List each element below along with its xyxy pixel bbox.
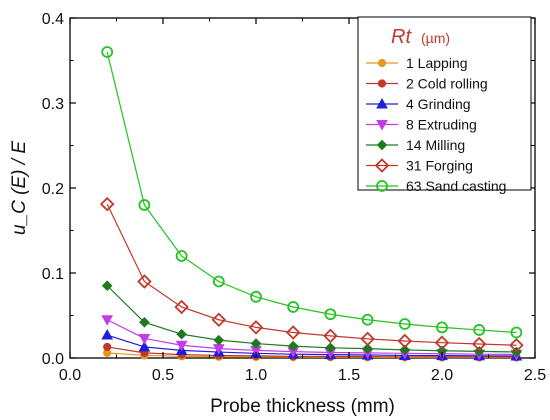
data-point (99, 196, 115, 212)
y-tick-label: 0.3 (42, 96, 64, 113)
data-point (137, 274, 152, 289)
x-tick-label: 0.5 (152, 367, 174, 384)
data-point (399, 344, 411, 356)
data-point (212, 275, 225, 288)
data-point (473, 346, 485, 357)
data-point (211, 312, 227, 328)
y-tick-label: 0.2 (42, 181, 64, 198)
series-2 (101, 329, 523, 361)
y-tick-label: 0.1 (42, 266, 64, 283)
x-tick-label: 2.5 (524, 367, 546, 384)
y-tick-label: 0.0 (42, 351, 64, 368)
y-tick-label: 0.4 (42, 11, 64, 28)
series-line (106, 51, 517, 334)
data-point (176, 328, 187, 340)
data-point (101, 315, 114, 326)
x-tick-label: 0.0 (59, 367, 81, 384)
data-point (138, 199, 151, 211)
x-tick-label: 1.0 (245, 367, 267, 384)
legend-marker (374, 158, 390, 173)
data-point (397, 333, 413, 349)
data-point (473, 324, 486, 336)
data-point (509, 337, 524, 353)
series-4 (101, 280, 522, 358)
series-3 (101, 315, 523, 361)
legend-marker (376, 97, 388, 109)
data-point (175, 340, 188, 352)
series-line (107, 334, 517, 357)
data-point (101, 46, 114, 58)
data-point (362, 343, 373, 354)
legend-label: 14 Milling (406, 137, 465, 153)
legend-item: 4 Grinding (366, 96, 471, 112)
data-point (436, 321, 448, 334)
series-5 (99, 196, 524, 353)
data-point (360, 331, 375, 347)
legend-item: 63 Sand casting (366, 178, 506, 194)
data-point (248, 320, 264, 335)
data-point (175, 250, 188, 262)
data-point (324, 308, 337, 321)
legend-marker (377, 58, 387, 68)
data-point (323, 328, 338, 344)
legend-marker (376, 120, 388, 131)
data-point (325, 342, 336, 354)
series-line (106, 319, 517, 356)
legend-item: 31 Forging (366, 158, 473, 174)
data-point (101, 280, 113, 292)
series-6 (101, 46, 523, 339)
legend-item: 8 Extruding (366, 117, 477, 133)
data-point (103, 342, 112, 352)
legend-label: 63 Sand casting (406, 178, 506, 194)
y-axis-title: u_C (E) / E (9, 141, 30, 235)
x-tick-label: 1.5 (338, 367, 360, 384)
legend-unit: (µm) (421, 30, 450, 46)
legend-title: Rt (391, 26, 412, 48)
data-point (250, 290, 262, 303)
series-line (106, 285, 517, 353)
legend-marker (376, 180, 388, 192)
data-point (213, 334, 225, 346)
legend: Rt (µm) 1 Lapping 2 Cold rolling 4 Grinding 8… (357, 16, 532, 194)
legend-marker (376, 139, 388, 151)
legend-label: 31 Forging (406, 158, 473, 174)
series-line (106, 203, 517, 346)
x-axis-title: Probe thickness (mm) (210, 396, 395, 417)
data-point (287, 340, 299, 352)
data-point (285, 325, 301, 340)
x-tick-label: 2.0 (431, 367, 453, 384)
legend-marker (377, 79, 387, 88)
data-point (139, 316, 150, 328)
legend-label: 8 Extruding (406, 117, 477, 133)
legend-item: 1 Lapping (366, 55, 468, 71)
series-line (107, 346, 517, 358)
legend-item: 2 Cold rolling (366, 76, 488, 92)
data-point (138, 333, 151, 345)
axes-layer: 0.0 0.5 1.0 1.5 2.0 2.5 0.0 0.1 0.2 0.3 0.4 (42, 11, 546, 384)
data-point (101, 329, 114, 340)
data-point (174, 299, 189, 315)
data-point (361, 313, 374, 326)
legend-item: 14 Milling (366, 137, 465, 153)
legend-label: 1 Lapping (406, 55, 468, 71)
data-point (434, 335, 450, 350)
legend-label: 4 Grinding (406, 96, 471, 112)
data-point (287, 301, 300, 313)
data-point (398, 318, 411, 330)
data-point (510, 326, 523, 339)
data-point (471, 336, 487, 352)
data-point (250, 338, 262, 349)
data-point (138, 340, 151, 352)
legend-label: 2 Cold rolling (406, 76, 488, 92)
